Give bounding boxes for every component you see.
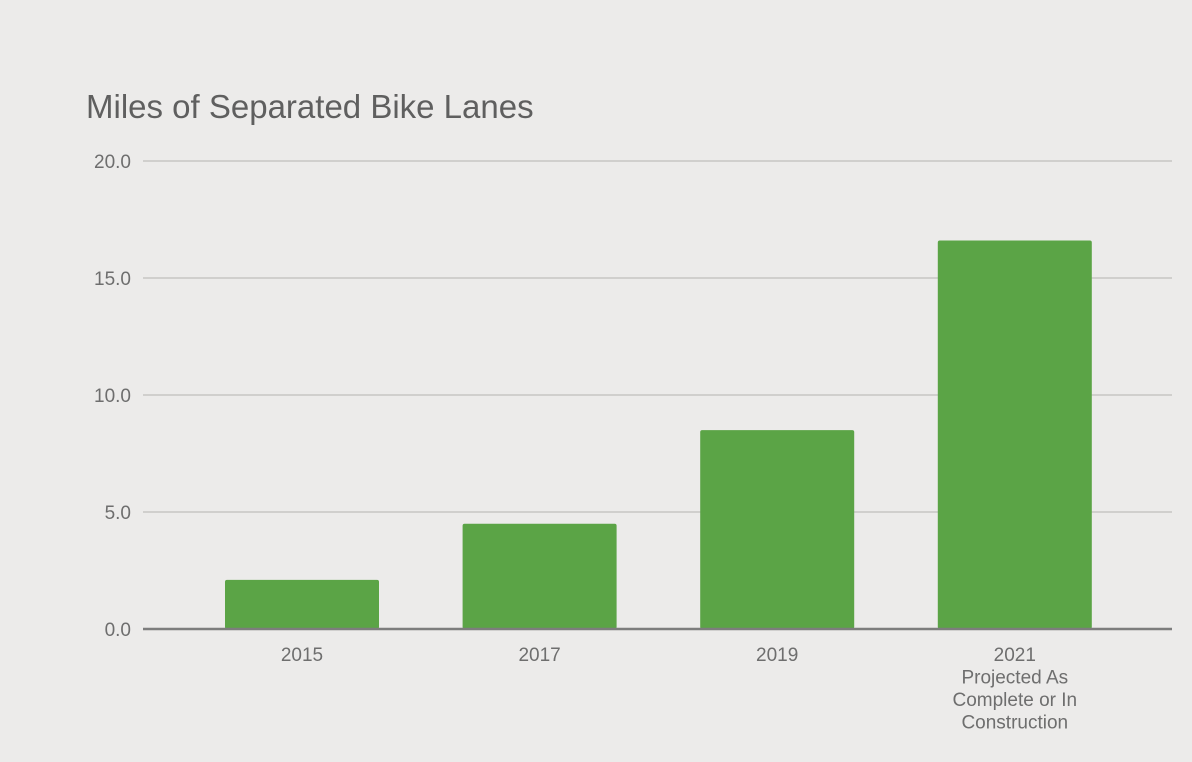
y-tick-label: 0.0 xyxy=(105,620,131,641)
x-tick-label-line: 2015 xyxy=(281,645,323,666)
x-tick-label: 2021 Projected As Complete or In Constructi… xyxy=(952,645,1077,734)
bars xyxy=(225,240,1092,629)
chart-title: Miles of Separated Bike Lanes xyxy=(86,88,534,125)
x-tick-label: 2015 xyxy=(281,645,323,666)
x-tick-label-line: 2017 xyxy=(518,645,560,666)
x-tick-label-line: Construction xyxy=(961,713,1068,734)
y-tick-label: 5.0 xyxy=(105,503,131,524)
x-tick-label-line: 2019 xyxy=(756,645,798,666)
bar xyxy=(225,579,379,629)
bar xyxy=(937,240,1092,629)
x-tick-label-line: Projected As xyxy=(961,668,1068,689)
bar xyxy=(462,523,617,629)
x-tick-label: 2019 xyxy=(756,645,798,666)
y-tick-label: 20.0 xyxy=(94,152,131,173)
y-axis-tick-labels: 0.0 5.0 10.0 15.0 20.0 xyxy=(94,152,131,641)
y-tick-label: 10.0 xyxy=(94,386,131,407)
x-axis-tick-labels: 2015 2017 2019 2021 Projected As Complete or … xyxy=(281,645,1077,734)
bar xyxy=(700,430,855,629)
x-tick-label: 2017 xyxy=(518,645,560,666)
y-tick-label: 15.0 xyxy=(94,269,131,290)
x-tick-label-line: Complete or In xyxy=(952,690,1077,711)
x-tick-label-line: 2021 xyxy=(994,645,1036,666)
